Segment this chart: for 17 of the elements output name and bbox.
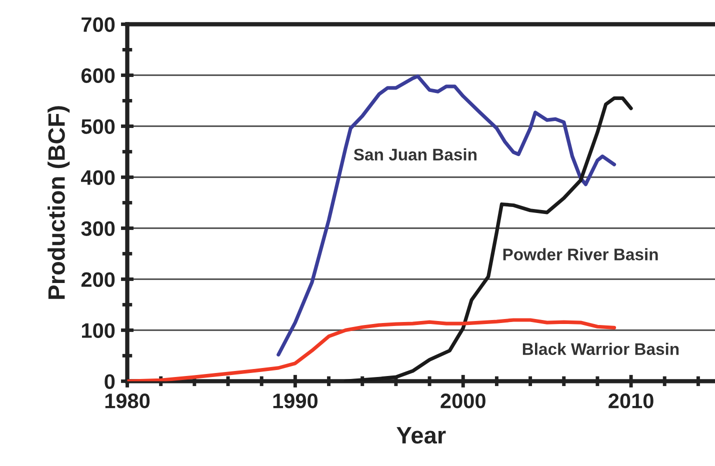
y-tick-label: 400 [81,170,115,185]
x-tick-label: 1990 [273,394,318,408]
y-tick-label: 500 [81,119,115,134]
x-tick-label: 2010 [608,394,654,408]
series-label: San Juan Basin [354,148,476,161]
y-tick-label: 600 [81,68,115,83]
x-tick-label: 2000 [440,394,486,408]
y-tick-label: 200 [81,272,115,287]
series-label: Powder River Basin [503,248,658,260]
y-tick-label: 700 [82,17,115,32]
y-tick-label: 300 [81,221,115,236]
series-label: Black Warrior Basin [522,342,679,356]
x-axis-title: Year [396,427,446,444]
y-axis-title: Production (BCF) [48,106,70,299]
y-tick-label: 0 [104,374,115,389]
y-tick-label: 100 [82,323,115,338]
x-tick-label: 1980 [105,394,150,408]
